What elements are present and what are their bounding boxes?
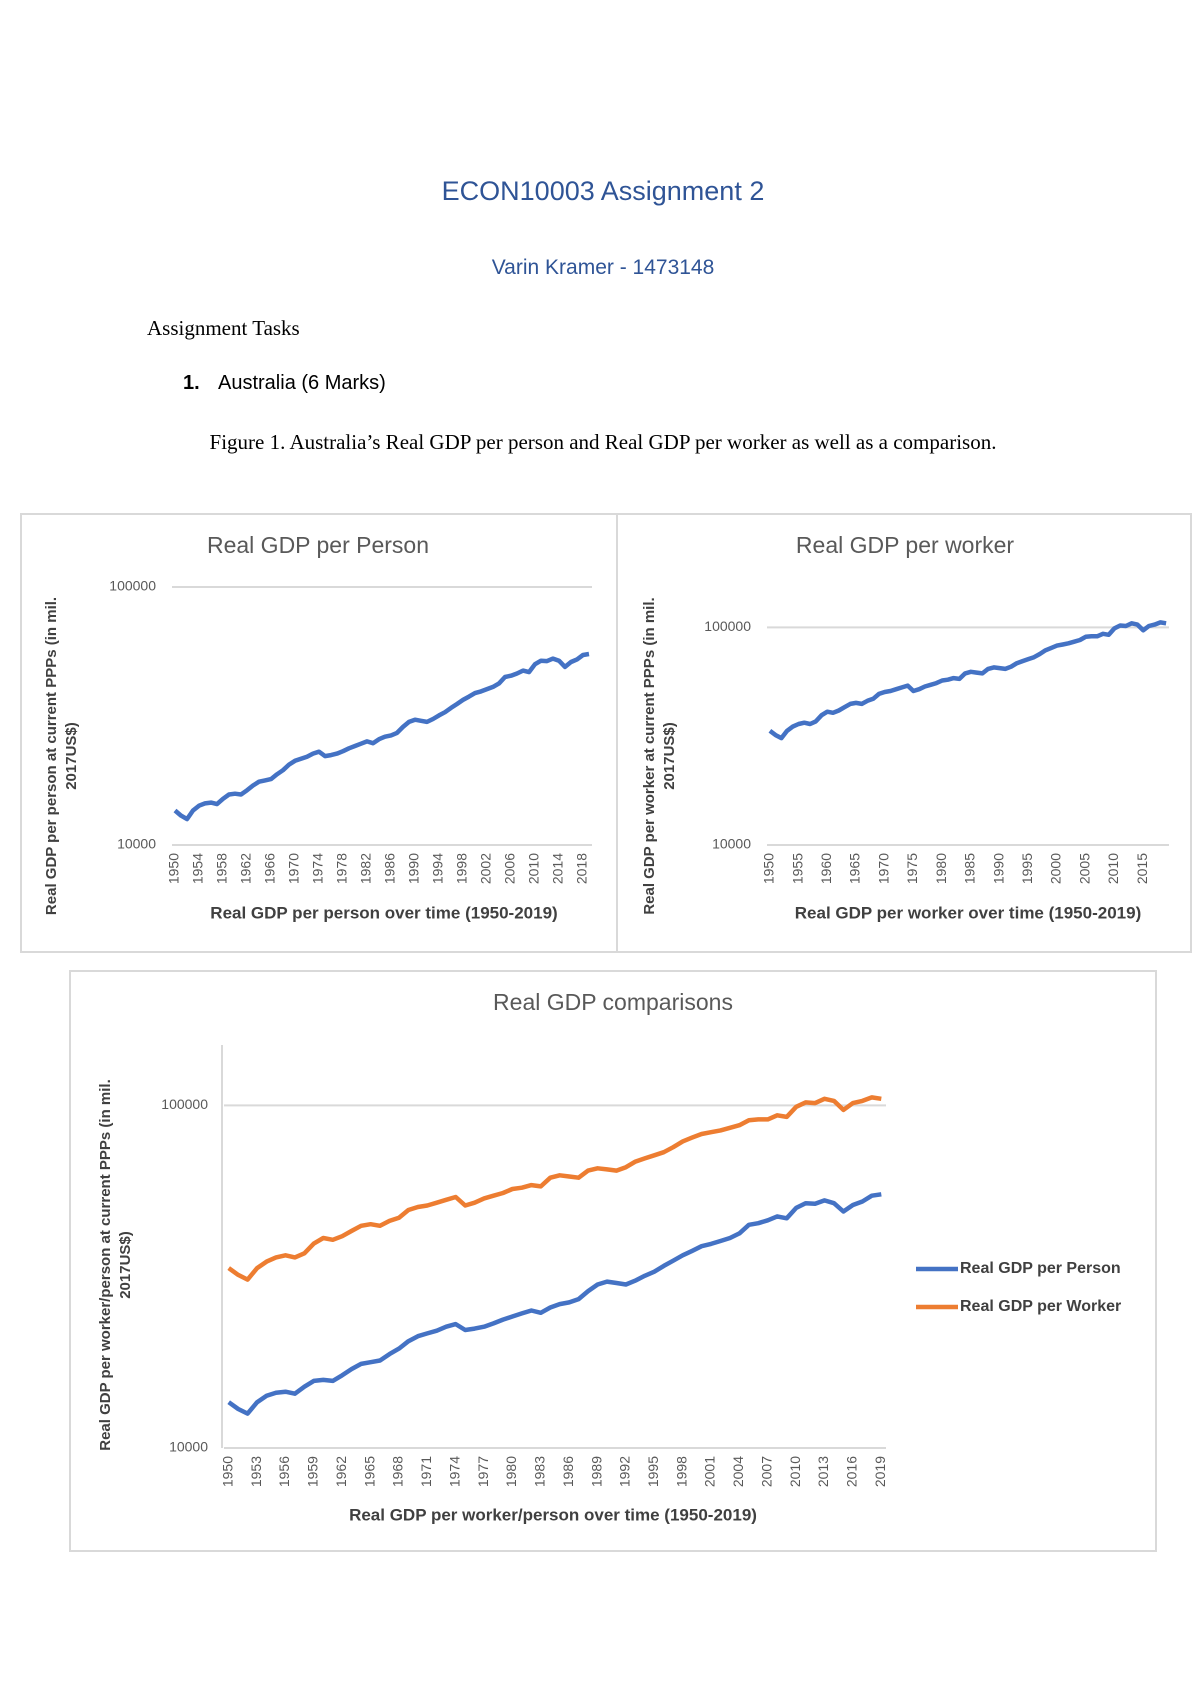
chart-title: Real GDP per worker	[796, 532, 1014, 558]
x-tick-label: 1989	[588, 1456, 604, 1487]
x-tick-label: 1970	[875, 853, 891, 884]
data-line	[768, 620, 1167, 741]
x-tick-label: 2000	[1048, 853, 1064, 884]
x-tick-label: 1995	[645, 1456, 661, 1487]
chart-frame	[69, 970, 1157, 1552]
x-tick-label: 1978	[334, 853, 350, 884]
x-tick-label: 1977	[475, 1456, 491, 1487]
x-tick-label: 1983	[532, 1456, 548, 1487]
x-tick-label: 2015	[1134, 853, 1150, 884]
x-tick-label: 1990	[990, 853, 1006, 884]
list-number: 1.	[183, 372, 200, 394]
x-axis-title: Real GDP per worker over time (1950-2019…	[795, 903, 1141, 922]
x-tick-label: 1966	[262, 853, 278, 884]
x-tick-label: 2019	[872, 1456, 888, 1487]
x-tick-label: 1954	[190, 853, 206, 884]
y-tick-label: 100000	[109, 578, 156, 594]
x-tick-label: 1971	[418, 1456, 434, 1487]
x-tick-label: 1994	[430, 853, 446, 884]
x-tick-label: 1974	[446, 1456, 462, 1487]
x-tick-label: 1958	[214, 853, 230, 884]
x-tick-label: 1985	[962, 853, 978, 884]
legend-label: Real GDP per Person	[960, 1260, 1121, 1277]
y-tick-label: 10000	[169, 1439, 208, 1455]
x-tick-label: 1995	[1019, 853, 1035, 884]
x-axis-title: Real GDP per worker/person over time (19…	[349, 1505, 757, 1524]
chart-title: Real GDP comparisons	[493, 989, 733, 1015]
y-tick-label: 10000	[117, 836, 156, 852]
x-tick-label: 2005	[1076, 853, 1092, 884]
x-tick-label: 1970	[286, 853, 302, 884]
x-tick-label: 1998	[673, 1456, 689, 1487]
x-tick-label: 2001	[702, 1456, 718, 1487]
x-tick-label: 1968	[390, 1456, 406, 1487]
x-tick-label: 2013	[815, 1456, 831, 1487]
x-tick-label: 1955	[789, 853, 805, 884]
x-tick-label: 1986	[382, 853, 398, 884]
x-tick-label: 1986	[560, 1456, 576, 1487]
x-tick-label: 1962	[333, 1456, 349, 1487]
x-tick-label: 2010	[787, 1456, 803, 1487]
x-tick-label: 1953	[248, 1456, 264, 1487]
x-tick-label: 1980	[503, 1456, 519, 1487]
data-line	[227, 1095, 882, 1282]
y-axis-title: Real GDP per person at current PPPs (in …	[43, 596, 80, 916]
x-tick-label: 1980	[933, 853, 949, 884]
x-tick-label: 1950	[166, 853, 182, 884]
x-tick-label: 1974	[310, 853, 326, 884]
list-item: Australia (6 Marks)	[218, 372, 386, 394]
y-axis-title: Real GDP per worker at current PPPs (in …	[641, 597, 678, 915]
x-tick-label: 1950	[761, 853, 777, 884]
section-heading: Assignment Tasks	[147, 316, 300, 340]
x-tick-label: 2014	[550, 853, 566, 884]
y-tick-label: 100000	[704, 618, 751, 634]
x-tick-label: 1982	[358, 853, 374, 884]
x-tick-label: 2002	[478, 853, 494, 884]
x-tick-label: 2006	[502, 853, 518, 884]
data-line	[227, 1192, 882, 1416]
x-tick-label: 1950	[219, 1456, 235, 1487]
x-tick-label: 1956	[276, 1456, 292, 1487]
data-line	[173, 651, 590, 822]
x-tick-label: 1959	[305, 1456, 321, 1487]
x-tick-label: 1992	[617, 1456, 633, 1487]
x-tick-label: 1975	[904, 853, 920, 884]
y-tick-label: 10000	[712, 836, 751, 852]
x-tick-label: 1960	[818, 853, 834, 884]
x-tick-label: 2007	[758, 1456, 774, 1487]
x-tick-label: 2018	[574, 853, 590, 884]
document-author: Varin Kramer - 1473148	[491, 256, 715, 279]
x-tick-label: 1990	[406, 853, 422, 884]
y-axis-title: Real GDP per worker/person at current PP…	[97, 1079, 134, 1451]
x-tick-label: 2010	[1105, 853, 1121, 884]
x-tick-label: 2004	[730, 1456, 746, 1487]
x-tick-label: 1998	[454, 853, 470, 884]
x-tick-label: 1962	[238, 853, 254, 884]
chart-title: Real GDP per Person	[207, 532, 429, 558]
x-tick-label: 2010	[526, 853, 542, 884]
document-title: ECON10003 Assignment 2	[441, 176, 765, 206]
x-tick-label: 2016	[844, 1456, 860, 1487]
x-tick-label: 1965	[361, 1456, 377, 1487]
chart-frame	[616, 513, 1192, 953]
legend-label: Real GDP per Worker	[960, 1298, 1121, 1315]
y-tick-label: 100000	[161, 1096, 208, 1112]
x-axis-title: Real GDP per person over time (1950-2019…	[210, 903, 557, 922]
figure-caption: Figure 1. Australia’s Real GDP per perso…	[209, 430, 997, 454]
x-tick-label: 1965	[847, 853, 863, 884]
